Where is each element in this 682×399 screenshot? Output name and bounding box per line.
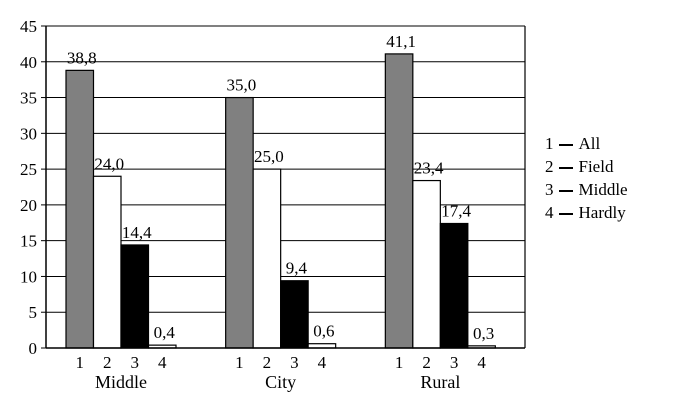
bar-middle-1 [65,69,95,349]
y-tick-label: 35 [20,89,37,108]
y-tick-label: 20 [20,196,37,215]
legend-item-hardly: 4 Hardly [545,201,628,224]
bar-index-label: 1 [235,353,244,372]
y-tick-label: 25 [20,160,37,179]
category-label: Middle [95,372,147,392]
legend-number: 3 [545,180,554,199]
y-tick-label: 10 [20,267,37,286]
data-label: 35,0 [227,76,257,95]
legend-number: 1 [545,134,554,153]
y-tick-label: 5 [29,303,38,322]
bar-rural-3 [439,222,469,349]
data-label: 24,0 [94,154,124,173]
data-label: 41,1 [386,32,416,51]
bar-index-label: 3 [290,353,299,372]
bar-city-2 [252,168,282,349]
y-tick-label: 0 [29,339,38,358]
legend: 1 All 2 Field 3 Middle 4 Hardly [545,132,628,224]
legend-dash [558,167,573,170]
legend-item-middle: 3 Middle [545,178,628,201]
legend-dash [558,144,573,147]
legend-dash [558,213,573,216]
bar-rural-2 [412,179,441,349]
bar-index-label: 2 [422,353,431,372]
bar-index-label: 1 [76,353,85,372]
bar-index-label: 3 [450,353,459,372]
labels-layer: 38,8 24,0 14,4 0,4 35,0 25,0 9,4 0,6 41,1 23,4 17,… [67,32,494,343]
category-label: City [265,372,296,392]
bar-index-label: 3 [131,353,140,372]
y-tick-label: 40 [20,53,37,72]
legend-number: 4 [545,203,554,222]
legend-label: Hardly [578,203,626,222]
data-label: 23,4 [414,159,444,178]
y-tick-label: 15 [20,232,37,251]
legend-dash [558,190,573,193]
data-label: 0,6 [313,322,334,341]
bar-index-label: 2 [263,353,272,372]
legend-item-field: 2 Field [545,155,628,178]
bar-index-label: 4 [158,353,167,372]
data-label: 17,4 [441,201,471,220]
data-label: 38,8 [67,48,97,67]
y-tick-label: 30 [20,124,37,143]
bar-city-1 [225,96,254,349]
data-label: 0,3 [473,324,494,343]
bar-middle-2 [92,175,122,349]
bar-rural-1 [384,53,414,349]
bar-city-3 [280,280,309,349]
category-label: Rural [420,372,460,392]
data-label: 14,4 [122,223,152,242]
bar-middle-3 [120,244,150,349]
bar-index-label: 4 [318,353,327,372]
legend-item-all: 1 All [545,132,628,155]
data-label: 0,4 [154,323,176,342]
data-label: 25,0 [254,147,284,166]
bar-index-label: 2 [103,353,112,372]
legend-label: Field [578,157,614,176]
legend-number: 2 [545,157,554,176]
data-label: 9,4 [286,259,308,278]
bar-index-label: 4 [477,353,486,372]
bar-index-label: 1 [395,353,404,372]
legend-label: All [578,134,601,153]
y-tick-label: 45 [20,17,37,36]
legend-label: Middle [578,180,628,199]
